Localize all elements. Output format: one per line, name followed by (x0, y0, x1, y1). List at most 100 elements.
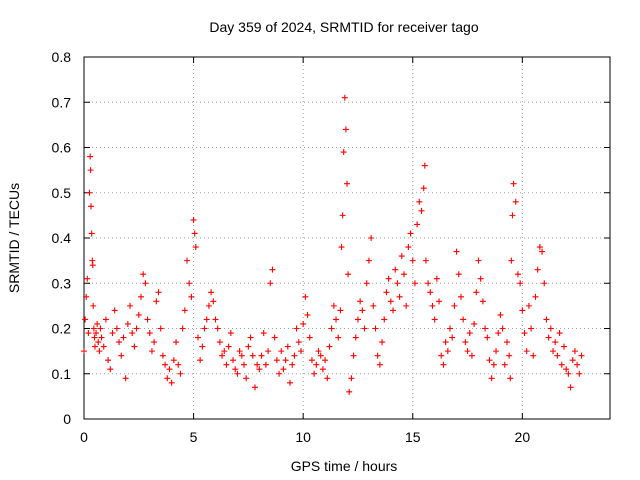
data-point (440, 361, 447, 368)
data-point (368, 235, 375, 241)
data-point (295, 339, 302, 346)
data-point (95, 339, 102, 346)
data-point (398, 253, 405, 260)
data-point (151, 339, 158, 346)
data-point (341, 94, 348, 101)
data-point (234, 370, 241, 377)
x-tick-label: 15 (405, 429, 421, 445)
data-point (374, 352, 381, 359)
data-point (210, 298, 217, 305)
data-point (230, 357, 237, 364)
data-point (484, 334, 491, 341)
data-point (390, 307, 397, 314)
data-point (148, 348, 155, 355)
data-point (552, 339, 559, 346)
data-point (400, 271, 407, 278)
data-point (345, 271, 352, 278)
data-point (567, 384, 574, 391)
data-point (302, 293, 309, 300)
data-point (322, 357, 329, 364)
data-point (90, 325, 97, 332)
data-point (457, 293, 464, 300)
y-tick-label: 0.2 (52, 321, 72, 337)
data-point (291, 352, 298, 359)
data-point (387, 298, 394, 305)
data-point (337, 307, 344, 314)
data-point (447, 325, 454, 332)
data-point (407, 230, 414, 237)
data-point (357, 298, 364, 305)
data-point (497, 311, 504, 318)
data-point (300, 320, 307, 327)
data-point (179, 325, 186, 332)
data-point (142, 280, 149, 287)
data-point (383, 289, 390, 296)
data-point (438, 352, 445, 359)
data-point (471, 320, 478, 327)
data-point (523, 348, 530, 355)
data-point (137, 293, 144, 300)
data-point (85, 330, 92, 337)
data-point (188, 293, 195, 300)
data-point (466, 330, 473, 337)
data-point (429, 302, 436, 309)
data-point (258, 352, 265, 359)
data-point (344, 180, 350, 187)
data-point (88, 230, 95, 237)
data-point (431, 316, 438, 323)
data-point (453, 248, 460, 255)
data-point (105, 357, 112, 364)
data-point (282, 357, 289, 364)
data-point (528, 325, 535, 332)
data-point (530, 352, 537, 359)
data-point (365, 257, 372, 264)
data-point (464, 348, 471, 355)
data-point (451, 302, 458, 309)
data-point (144, 316, 151, 323)
y-tick-label: 0.8 (52, 49, 72, 65)
data-point (107, 366, 114, 373)
y-tick-label: 0.5 (52, 185, 72, 201)
data-point (460, 316, 467, 323)
data-point (131, 343, 138, 350)
data-point (267, 280, 274, 287)
data-point (181, 307, 188, 314)
data-point (433, 275, 440, 282)
data-point (205, 302, 212, 309)
data-point (385, 275, 392, 282)
data-point (421, 162, 428, 169)
data-point (482, 325, 489, 332)
data-point (87, 153, 94, 160)
data-point (273, 357, 280, 364)
data-point (186, 280, 193, 287)
data-point (473, 289, 480, 296)
data-point (352, 334, 359, 341)
data-point (81, 348, 87, 355)
data-point (501, 361, 508, 368)
data-point (124, 320, 131, 327)
data-point (192, 244, 199, 251)
data-point (83, 293, 90, 300)
data-point (82, 316, 89, 323)
data-point (260, 330, 267, 337)
data-point (313, 361, 320, 368)
y-tick-label: 0.7 (52, 94, 72, 110)
data-point (133, 325, 140, 332)
data-point (506, 352, 513, 359)
data-point (201, 325, 208, 332)
data-point (256, 366, 263, 373)
data-point (541, 280, 548, 287)
data-point (208, 289, 215, 296)
data-point (403, 302, 410, 309)
data-point (262, 361, 269, 368)
data-point (381, 316, 388, 323)
data-point (127, 302, 134, 309)
data-point (521, 330, 528, 337)
data-point (418, 207, 425, 214)
data-point (157, 325, 164, 332)
data-point (175, 361, 182, 368)
data-point (507, 375, 514, 382)
data-point (289, 361, 296, 368)
data-point (519, 307, 526, 314)
